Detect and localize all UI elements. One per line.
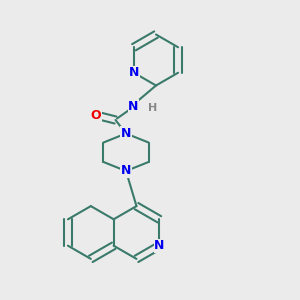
Text: N: N bbox=[128, 100, 139, 113]
Text: O: O bbox=[91, 109, 101, 122]
Text: N: N bbox=[121, 127, 131, 140]
Text: N: N bbox=[121, 164, 131, 178]
Text: N: N bbox=[129, 66, 139, 79]
Text: H: H bbox=[148, 103, 157, 113]
Text: N: N bbox=[154, 239, 165, 252]
